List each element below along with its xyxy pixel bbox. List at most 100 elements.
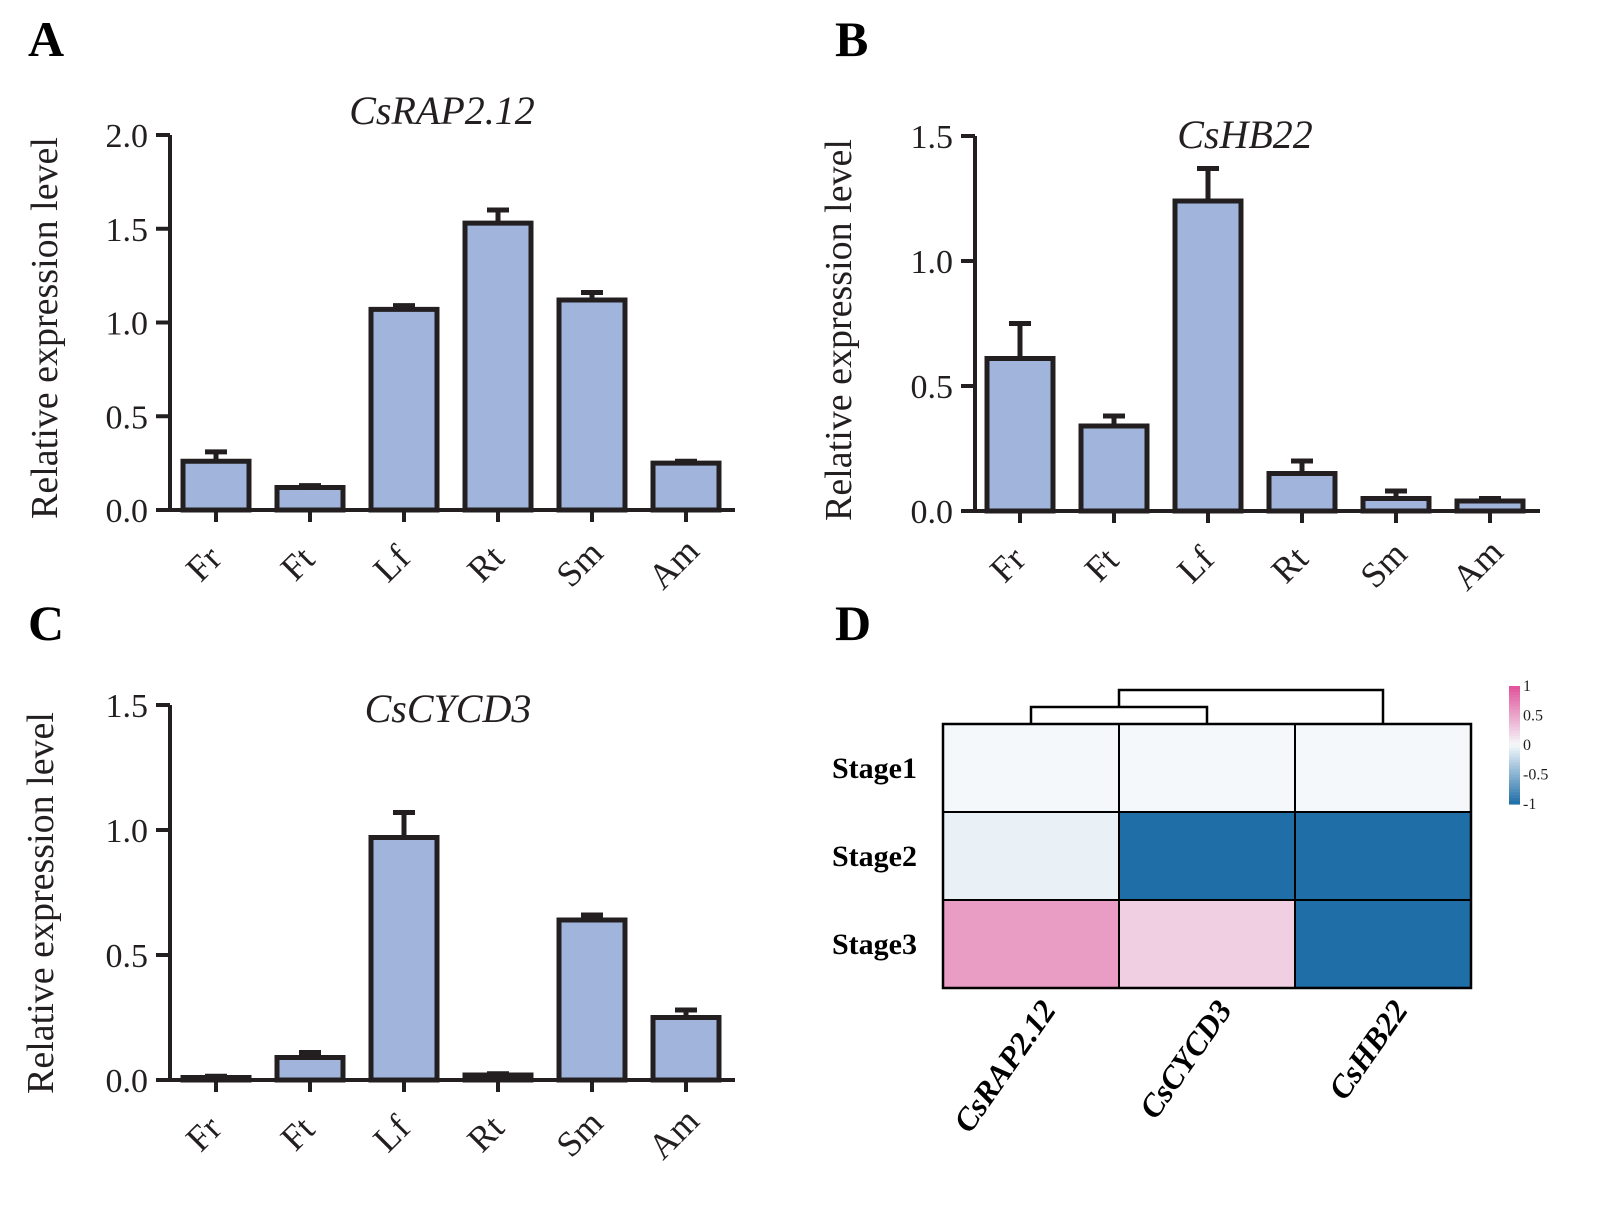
panel-label-b: B bbox=[835, 11, 868, 67]
row-label: Stage2 bbox=[832, 840, 917, 873]
bar-sm bbox=[556, 917, 628, 1083]
heatmap-cell bbox=[942, 811, 1120, 901]
heatmap-cell bbox=[1294, 899, 1472, 989]
heatmap-cell bbox=[1118, 723, 1296, 813]
y-tick-label: 0.5 bbox=[106, 938, 149, 975]
color-scale-segment bbox=[1509, 691, 1520, 696]
bar-am bbox=[650, 460, 722, 513]
y-tick-label: 1.0 bbox=[106, 813, 149, 850]
color-scale-segment bbox=[1509, 697, 1520, 702]
color-scale-label: 1 bbox=[1523, 678, 1531, 695]
heatmap-stages: Stage1 Stage2 Stage3 CsRAP2.12 CsCYCD3 CsHB22… bbox=[832, 678, 1548, 1139]
color-scale-segment bbox=[1509, 730, 1520, 734]
bar-chart-csrap2-12: CsRAP2.12 Relative expression level 0.0 0.5… bbox=[24, 88, 735, 597]
bar-lf bbox=[1172, 198, 1244, 514]
color-scale-segment bbox=[1509, 703, 1520, 708]
y-axis-label: Relative expression level bbox=[818, 139, 860, 521]
color-scale-segment bbox=[1509, 712, 1520, 717]
bar-am bbox=[650, 1015, 722, 1083]
heatmap-cell bbox=[942, 899, 1120, 989]
color-scale-segment bbox=[1509, 739, 1520, 743]
color-scale-segment bbox=[1509, 694, 1520, 699]
bar-ft bbox=[274, 485, 346, 513]
color-scale-segment bbox=[1509, 798, 1520, 802]
color-scale-segment bbox=[1509, 801, 1520, 805]
x-tick-label: Lf bbox=[1169, 538, 1221, 590]
heatmap-cell bbox=[1118, 899, 1296, 989]
x-tick-label: Sm bbox=[1352, 533, 1414, 595]
color-scale-segment bbox=[1509, 768, 1520, 773]
color-scale-segment bbox=[1509, 736, 1520, 740]
x-tick-label: Sm bbox=[548, 1102, 610, 1164]
chart-title: CsHB22 bbox=[1177, 112, 1313, 157]
color-scale-segment bbox=[1509, 733, 1520, 737]
column-dendrogram bbox=[1029, 688, 1385, 724]
y-tick-label: 1.5 bbox=[106, 688, 149, 725]
x-tick-label: Ft bbox=[1077, 540, 1127, 590]
y-axis-label: Relative expression level bbox=[24, 137, 66, 519]
bar-fr bbox=[180, 458, 252, 513]
bar-chart-cshb22: CsHB22 Relative expression level 0.0 0.5 1.0… bbox=[818, 112, 1540, 598]
panel-label-a: A bbox=[28, 11, 64, 67]
column-label: CsCYCD3 bbox=[1132, 993, 1239, 1124]
bar-fr bbox=[984, 356, 1056, 514]
chart-title: CsCYCD3 bbox=[365, 686, 532, 731]
y-tick-label: 0.0 bbox=[106, 1063, 149, 1100]
x-tick-label: Sm bbox=[548, 532, 610, 594]
color-scale-segment bbox=[1509, 789, 1520, 793]
y-tick-label: 1.0 bbox=[106, 306, 149, 343]
panel-label-d: D bbox=[835, 595, 871, 651]
bar-sm bbox=[556, 297, 628, 513]
x-tick-label: Am bbox=[640, 1100, 706, 1166]
color-scale-segment bbox=[1509, 762, 1520, 767]
color-scale-segment bbox=[1509, 718, 1520, 722]
bar-sm bbox=[1360, 496, 1432, 514]
x-tick-label: Rt bbox=[1263, 538, 1315, 590]
color-scale-segment bbox=[1509, 792, 1520, 796]
color-scale-segment bbox=[1509, 747, 1520, 752]
color-scale-segment bbox=[1509, 709, 1520, 714]
column-label: CsRAP2.12 bbox=[946, 993, 1063, 1138]
heatmap-cell bbox=[1294, 811, 1472, 901]
y-tick-label: 1.5 bbox=[911, 119, 954, 156]
color-scale-segment bbox=[1509, 765, 1520, 770]
x-tick-label: Lf bbox=[365, 1107, 417, 1159]
y-tick-label: 2.0 bbox=[106, 118, 149, 155]
color-scale-segment bbox=[1509, 795, 1520, 799]
color-scale-label: 0 bbox=[1523, 737, 1531, 754]
row-label: Stage1 bbox=[832, 752, 917, 785]
y-tick-label: 1.0 bbox=[911, 244, 954, 281]
x-tick-label: Fr bbox=[982, 539, 1033, 590]
bar-lf bbox=[368, 306, 440, 513]
bar-chart-cscycd3: CsCYCD3 Relative expression level 0.0 0.5 1.… bbox=[20, 686, 735, 1167]
color-scale-segment bbox=[1509, 750, 1520, 755]
y-axis-label: Relative expression level bbox=[20, 712, 62, 1094]
color-scale-segment bbox=[1509, 745, 1520, 749]
color-scale-segment bbox=[1509, 753, 1520, 758]
x-tick-label: Rt bbox=[459, 537, 511, 589]
color-scale-label: -0.5 bbox=[1523, 767, 1548, 784]
x-tick-label: Ft bbox=[273, 539, 323, 589]
color-scale-segment bbox=[1509, 774, 1520, 779]
bar-ft bbox=[274, 1055, 346, 1083]
color-scale-segment bbox=[1509, 756, 1520, 761]
x-tick-label: Am bbox=[1444, 531, 1510, 597]
x-tick-label: Lf bbox=[365, 537, 417, 589]
color-scale-segment bbox=[1509, 715, 1520, 720]
heatmap-cell bbox=[942, 723, 1120, 813]
bar-am bbox=[1454, 498, 1526, 514]
x-tick-label: Am bbox=[640, 530, 706, 596]
y-tick-label: 0.0 bbox=[106, 493, 149, 530]
y-tick-label: 1.5 bbox=[106, 212, 149, 249]
heatmap-cell bbox=[1118, 811, 1296, 901]
color-scale-segment bbox=[1509, 727, 1520, 731]
color-scale-segment bbox=[1509, 686, 1520, 690]
color-scale-segment bbox=[1509, 742, 1520, 746]
color-scale-segment bbox=[1509, 721, 1520, 725]
y-tick-label: 0.5 bbox=[911, 369, 954, 406]
color-scale-segment bbox=[1509, 700, 1520, 705]
chart-title: CsRAP2.12 bbox=[349, 88, 535, 133]
panel-label-c: C bbox=[28, 595, 64, 651]
color-scale-segment bbox=[1509, 759, 1520, 764]
